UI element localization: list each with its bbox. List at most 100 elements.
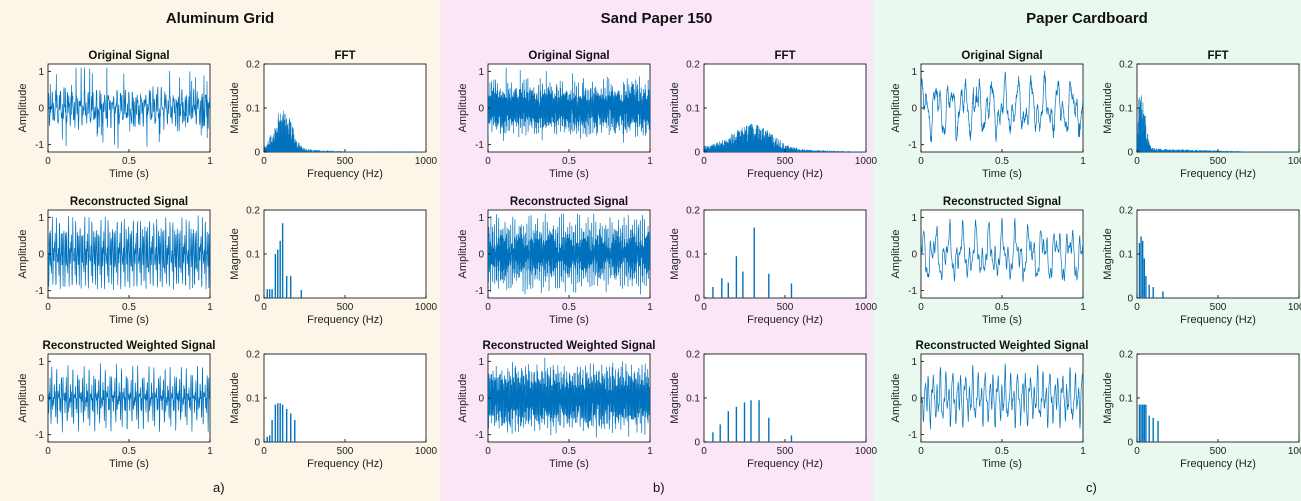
y-tick-label: -1 (35, 286, 44, 297)
x-tick-label: 0 (1134, 156, 1140, 167)
y-axis-label: Amplitude (457, 84, 469, 133)
x-axis-label: Frequency (Hz) (1180, 314, 1256, 326)
x-tick-label: 0 (261, 302, 267, 313)
y-tick-label: -1 (475, 140, 484, 151)
x-tick-label: 1 (1080, 446, 1086, 457)
y-tick-label: 0 (1127, 148, 1133, 159)
x-tick-label: 0 (701, 446, 707, 457)
subplot-title: FFT (334, 50, 355, 62)
x-tick-label: 0.5 (562, 302, 576, 313)
y-tick-label: 0.2 (246, 350, 260, 361)
y-tick-label: 0 (254, 294, 260, 305)
series-line (488, 213, 650, 295)
y-tick-label: -1 (35, 140, 44, 151)
chart-0-1-1: 0 500 1000 0 0.1 0.2 Frequency (Hz) Magnitude (229, 206, 438, 327)
y-tick-label: 0 (1127, 294, 1133, 305)
x-tick-label: 0.5 (122, 446, 136, 457)
panel-title: Aluminum Grid (165, 10, 275, 27)
y-axis-label: Amplitude (457, 374, 469, 423)
y-tick-label: 0.2 (686, 60, 700, 71)
panel-tag: b) (653, 480, 665, 495)
plot-area (1136, 353, 1300, 443)
x-tick-label: 500 (337, 156, 354, 167)
y-tick-label: 1 (911, 213, 917, 224)
y-tick-label: 0 (694, 438, 700, 449)
x-tick-label: 0 (1134, 446, 1140, 457)
series-line (921, 70, 1083, 143)
y-tick-label: 0 (254, 438, 260, 449)
x-axis-label: Frequency (Hz) (747, 168, 823, 180)
x-tick-label: 0 (918, 302, 924, 313)
y-tick-label: -1 (475, 430, 484, 441)
x-tick-label: 0.5 (995, 156, 1009, 167)
y-tick-label: 0.2 (246, 206, 260, 217)
x-tick-label: 500 (1210, 302, 1227, 313)
x-tick-label: 1000 (1288, 302, 1301, 313)
x-tick-label: 1 (1080, 302, 1086, 313)
plot-area (703, 209, 867, 299)
subplot-title: Reconstructed Weighted Signal (916, 340, 1089, 352)
y-tick-label: 0 (478, 394, 484, 405)
x-axis-label: Time (s) (549, 458, 589, 470)
series-line (48, 67, 210, 149)
y-tick-label: 1 (478, 67, 484, 78)
x-tick-label: 1000 (855, 156, 878, 167)
subplot-title: Original Signal (88, 50, 169, 62)
x-tick-label: 0.5 (562, 446, 576, 457)
x-axis-label: Time (s) (109, 314, 149, 326)
x-tick-label: 0 (485, 156, 491, 167)
y-axis-label: Magnitude (229, 228, 241, 279)
y-tick-label: 0.2 (1119, 60, 1133, 71)
x-axis-label: Time (s) (549, 168, 589, 180)
subplot-title: Original Signal (528, 50, 609, 62)
chart-0-0-1: 0 500 1000 0 0.1 0.2 Frequency (Hz) Magnitude FF… (229, 50, 438, 180)
x-tick-label: 1 (207, 302, 213, 313)
x-tick-label: 0 (485, 446, 491, 457)
y-axis-label: Magnitude (1102, 82, 1114, 133)
x-tick-label: 1000 (1288, 446, 1301, 457)
y-tick-label: 0 (694, 294, 700, 305)
y-tick-label: 1 (911, 67, 917, 78)
y-tick-label: 0.1 (686, 104, 700, 115)
y-tick-label: 0 (911, 250, 917, 261)
y-tick-label: 1 (911, 357, 917, 368)
y-tick-label: 0 (38, 250, 44, 261)
x-tick-label: 500 (1210, 446, 1227, 457)
chart-1-2-1: 0 500 1000 0 0.1 0.2 Frequency (Hz) Magnitude (669, 350, 878, 471)
panel-title: Sand Paper 150 (600, 10, 713, 27)
y-tick-label: 0 (911, 104, 917, 115)
y-axis-label: Magnitude (669, 82, 681, 133)
y-tick-label: 0.1 (686, 250, 700, 261)
chart-2-0-1: 0 500 1000 0 0.1 0.2 Frequency (Hz) Magnitude FF… (1102, 50, 1301, 180)
y-axis-label: Amplitude (457, 230, 469, 279)
plot-area (263, 209, 427, 299)
x-tick-label: 1000 (855, 302, 878, 313)
x-axis-label: Frequency (Hz) (747, 458, 823, 470)
y-tick-label: 0 (38, 104, 44, 115)
x-tick-label: 1000 (415, 446, 438, 457)
y-tick-label: 1 (38, 357, 44, 368)
subplot-title: Reconstructed Weighted Signal (483, 340, 656, 352)
y-axis-label: Amplitude (890, 230, 902, 279)
x-tick-label: 1000 (415, 302, 438, 313)
y-tick-label: 0.1 (246, 104, 260, 115)
y-tick-label: 0.1 (246, 394, 260, 405)
y-axis-label: Magnitude (1102, 372, 1114, 423)
x-tick-label: 500 (777, 156, 794, 167)
x-tick-label: 1 (1080, 156, 1086, 167)
subplot-title: Original Signal (961, 50, 1042, 62)
subplot-title: FFT (774, 50, 795, 62)
y-tick-label: 0 (694, 148, 700, 159)
x-tick-label: 1 (647, 156, 653, 167)
panel-tag: a) (213, 480, 225, 495)
x-axis-label: Time (s) (109, 458, 149, 470)
x-tick-label: 500 (337, 302, 354, 313)
x-axis-label: Frequency (Hz) (307, 168, 383, 180)
x-tick-label: 0 (45, 446, 51, 457)
